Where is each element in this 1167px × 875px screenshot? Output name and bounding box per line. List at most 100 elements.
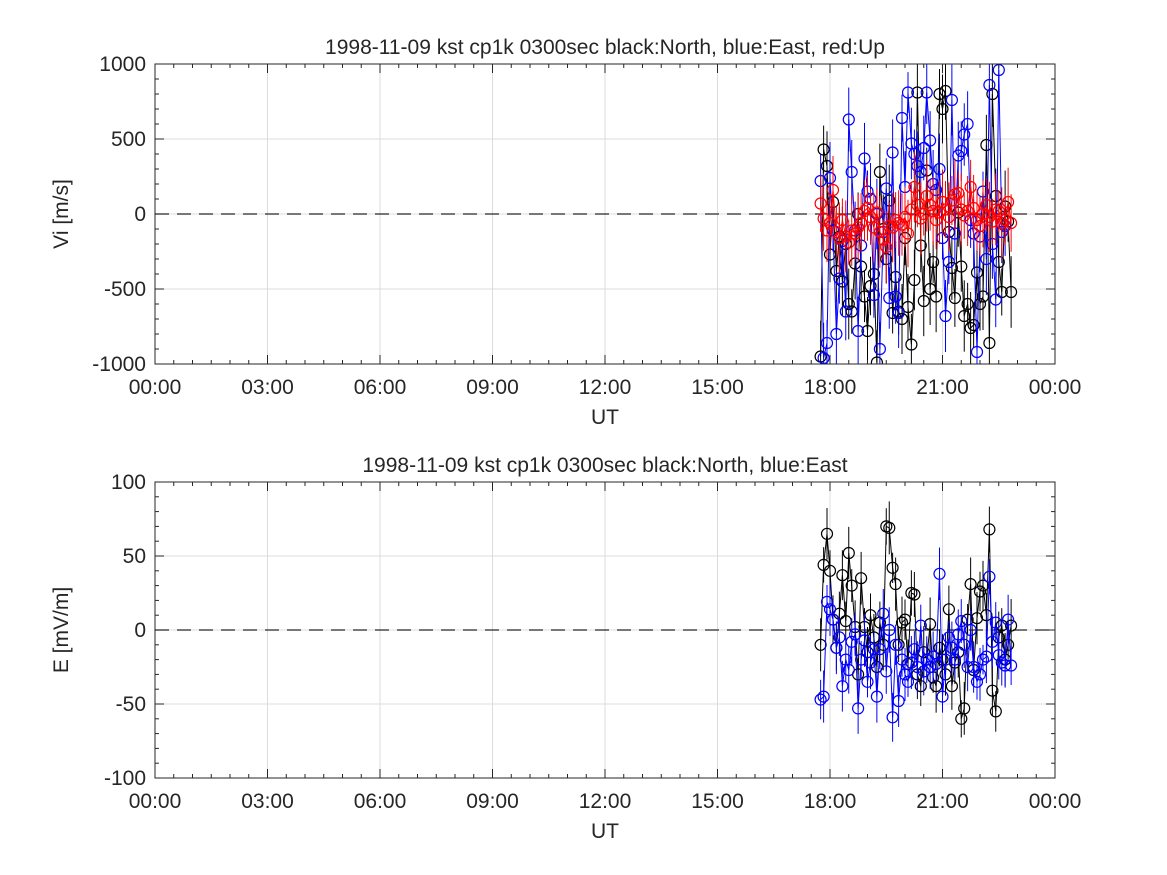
velocity-east-data-point bbox=[917, 141, 930, 155]
velocity-east-data-point bbox=[901, 86, 915, 99]
electric-field-east-data-point bbox=[926, 650, 940, 663]
velocity-up-data-point bbox=[961, 204, 974, 218]
electric-field-north-data-point bbox=[845, 579, 858, 592]
velocity-y-tick-label: -500 bbox=[104, 278, 146, 301]
velocity-x-axis-label: UT bbox=[591, 406, 619, 429]
velocity-north-data-point bbox=[1004, 285, 1018, 299]
electric-field-x-tick-label: 00:00 bbox=[1029, 790, 1082, 813]
velocity-north-data-point bbox=[923, 282, 937, 296]
electric-field-north-data-point bbox=[980, 609, 993, 622]
velocity-east-data-point bbox=[886, 146, 899, 159]
velocity-up-data-point bbox=[920, 189, 933, 203]
velocity-north-data-point bbox=[986, 87, 999, 101]
electric-field-y-tick-label: 100 bbox=[111, 471, 146, 494]
velocity-up-data-point bbox=[1001, 195, 1015, 209]
velocity-north-data-point bbox=[939, 84, 952, 98]
electric-field-east-data-point bbox=[992, 649, 1005, 662]
velocity-north-data-point bbox=[842, 297, 855, 311]
electric-field-north-data-point bbox=[889, 577, 902, 591]
velocity-y-tick-label: -1000 bbox=[92, 353, 146, 376]
electric-field-east-data-point bbox=[908, 643, 921, 656]
electric-field-north-data-point bbox=[895, 616, 909, 629]
velocity-north-data-point bbox=[980, 138, 993, 152]
electric-field-east-data-point bbox=[867, 643, 881, 656]
velocity-up-data-point bbox=[926, 204, 940, 218]
electric-field-east-data-point bbox=[995, 656, 1008, 669]
velocity-north-data-point bbox=[836, 275, 849, 288]
velocity-east-data-point bbox=[911, 159, 924, 173]
velocity-north-data-point bbox=[901, 300, 915, 314]
velocity-north-data-point bbox=[864, 279, 877, 293]
velocity-up-data-point bbox=[955, 203, 968, 216]
velocity-north-data-point bbox=[911, 86, 924, 99]
electric-field-north-data-point bbox=[1004, 619, 1018, 632]
velocity-east-data-point bbox=[980, 252, 993, 266]
velocity-east-data-point bbox=[942, 255, 956, 269]
electric-field-x-tick-label: 09:00 bbox=[466, 790, 519, 813]
velocity-y-tick-label: 1000 bbox=[99, 53, 146, 76]
electric-field-east-data-point bbox=[845, 635, 858, 648]
velocity-east-data-point bbox=[867, 288, 881, 302]
velocity-east-data-point bbox=[839, 305, 852, 318]
electric-field-x-tick-label: 15:00 bbox=[691, 790, 744, 813]
electric-field-east-data-point bbox=[939, 653, 952, 666]
velocity-panel: 00:00 03:00 06:00 09:00 12:00 15:00 18:00 21:00… bbox=[50, 36, 1081, 429]
velocity-east-data-point bbox=[933, 162, 946, 176]
velocity-north-data-point bbox=[926, 255, 940, 269]
velocity-east-data-point bbox=[939, 309, 952, 323]
velocity-up-data-point bbox=[836, 213, 849, 227]
electric-field-north-data-point bbox=[820, 527, 834, 540]
electric-field-north-data-point bbox=[914, 680, 927, 693]
electric-field-east-data-point bbox=[911, 660, 924, 674]
electric-field-north-data-point bbox=[989, 705, 1002, 718]
electric-field-north-data-point bbox=[976, 579, 990, 592]
velocity-east-markers bbox=[814, 64, 1012, 364]
velocity-east-data-point bbox=[880, 182, 893, 195]
velocity-east-data-point bbox=[883, 291, 896, 305]
velocity-up-data-point bbox=[877, 233, 890, 246]
velocity-up-data-point bbox=[911, 198, 924, 212]
electric-field-north-data-point bbox=[923, 617, 937, 631]
electric-field-north-data-point bbox=[814, 638, 827, 651]
electric-field-east-data-point bbox=[970, 675, 984, 688]
velocity-x-tick-label: 00:00 bbox=[129, 376, 182, 399]
velocity-y-axis-label: Vi [m/s] bbox=[50, 179, 73, 249]
velocity-east-data-point bbox=[983, 78, 996, 92]
velocity-east-data-point bbox=[889, 290, 902, 303]
electric-field-east-data-point bbox=[986, 635, 999, 648]
velocity-up-data-point bbox=[973, 219, 987, 233]
velocity-x-tick-label: 12:00 bbox=[579, 376, 632, 399]
velocity-up-data-point bbox=[917, 207, 930, 221]
velocity-north-data-point bbox=[967, 318, 980, 332]
electric-field-east-data-point bbox=[892, 694, 905, 708]
velocity-north-data-point bbox=[861, 324, 874, 338]
electric-field-east-data-point bbox=[955, 614, 968, 628]
velocity-x-tick-label: 06:00 bbox=[354, 376, 407, 399]
velocity-up-data-point bbox=[854, 216, 868, 230]
velocity-north-data-point bbox=[933, 87, 946, 101]
velocity-up-data-point bbox=[880, 240, 893, 254]
electric-field-y-axis-label: E [mV/m] bbox=[50, 587, 73, 673]
electric-field-east-data-point bbox=[948, 653, 962, 666]
velocity-east-data-point bbox=[820, 336, 834, 350]
electric-field-east-data-point bbox=[877, 607, 890, 620]
electric-field-east-data-point bbox=[952, 628, 965, 641]
velocity-east-data-point bbox=[955, 144, 968, 158]
velocity-east-data-point bbox=[920, 86, 933, 99]
velocity-x-tick-label: 03:00 bbox=[241, 376, 294, 399]
electric-field-east-data-point bbox=[976, 653, 990, 666]
velocity-up-data-point bbox=[967, 201, 980, 215]
velocity-x-tick-label: 18:00 bbox=[804, 376, 857, 399]
electric-field-east-data-point bbox=[989, 616, 1002, 629]
electric-field-east-data-point bbox=[826, 613, 840, 626]
electric-field-east-data-point bbox=[848, 628, 862, 641]
electric-field-north-data-point bbox=[873, 616, 887, 629]
velocity-east-data-point bbox=[964, 213, 977, 227]
electric-field-y-tick-label: -100 bbox=[104, 767, 146, 790]
velocity-x-tick-label: 09:00 bbox=[466, 376, 519, 399]
velocity-north-data-point bbox=[945, 261, 959, 275]
electric-field-north-data-point bbox=[854, 572, 868, 585]
velocity-east-data-point bbox=[970, 345, 984, 359]
electric-field-east-data-point bbox=[883, 623, 896, 637]
electric-field-x-tick-label: 03:00 bbox=[241, 790, 294, 813]
